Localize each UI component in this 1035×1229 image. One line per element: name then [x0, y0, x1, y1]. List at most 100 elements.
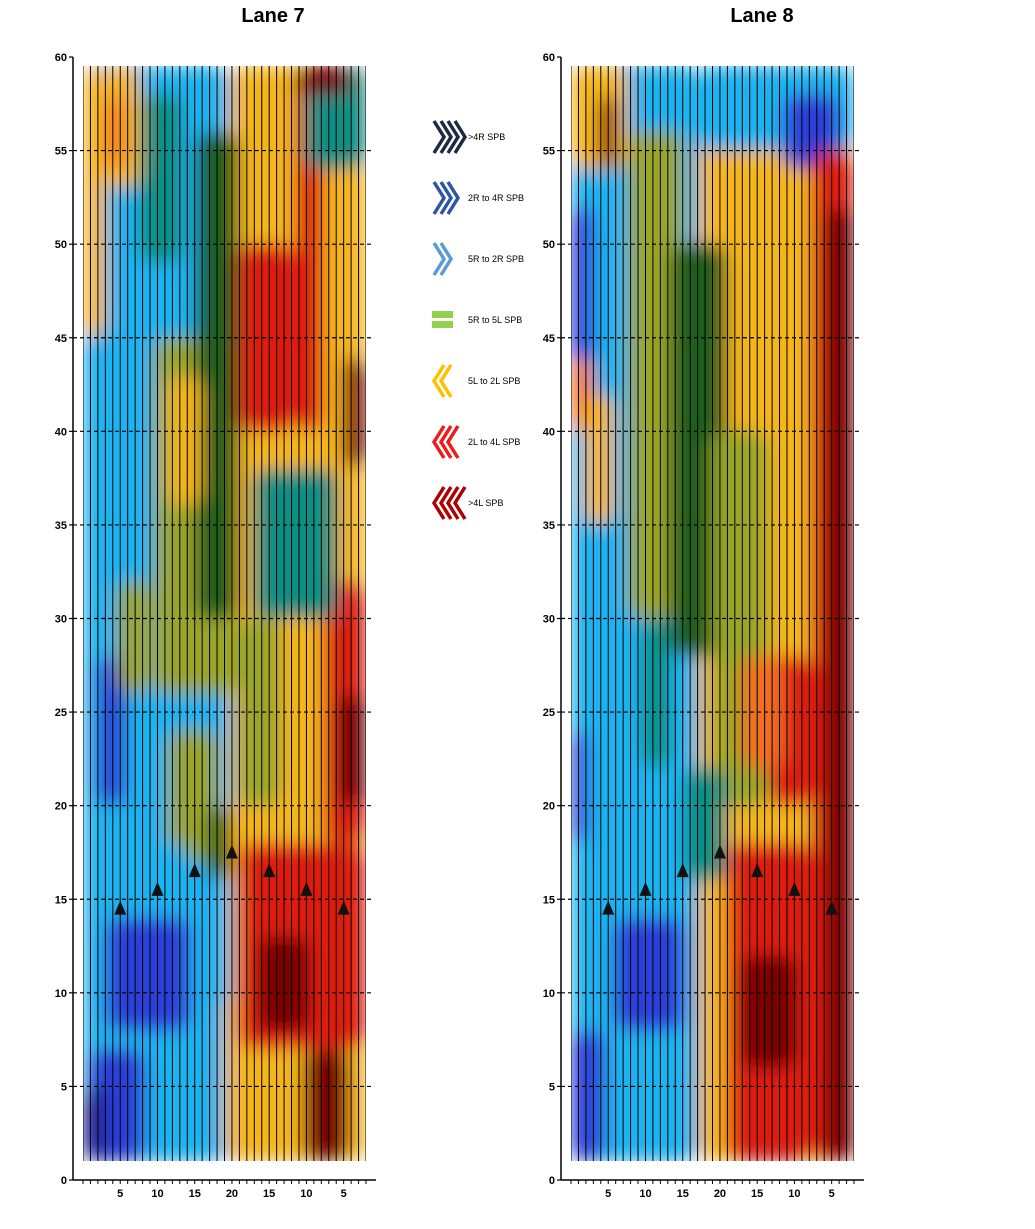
lane7-y-tick-label: 30 — [55, 614, 67, 626]
lane8-color-region — [585, 393, 614, 525]
lane-8-markers — [602, 844, 838, 915]
lane-7-gridlines — [73, 149, 371, 1088]
lane8-color-region — [571, 1030, 605, 1161]
lane7-y-tick-label: 0 — [61, 1175, 67, 1187]
lane7-color-region — [83, 1086, 106, 1161]
lane8-color-region — [740, 655, 784, 769]
lane-8-vertical-lines — [571, 66, 854, 1161]
lane8-triangle-marker — [676, 863, 689, 878]
legend-label: 5L to 2L SPB — [468, 376, 520, 386]
lane7-color-region — [337, 693, 366, 806]
lane7-y-tick-label: 25 — [55, 707, 67, 719]
lane8-x-tick-label: 10 — [788, 1188, 800, 1200]
legend-item: 5R to 5L SPB — [432, 311, 522, 328]
lane7-triangle-marker — [263, 863, 276, 878]
lane8-x-tick-label: 15 — [677, 1188, 689, 1200]
lane8-y-tick-label: 5 — [549, 1081, 555, 1093]
lane8-triangle-marker — [751, 863, 764, 878]
lane7-triangle-marker — [151, 881, 164, 896]
legend-label: 2R to 4R SPB — [468, 193, 524, 203]
legend-label: 2L to 4L SPB — [468, 437, 520, 447]
legend-equals-icon — [432, 311, 453, 328]
lane8-y-tick-label: 15 — [543, 894, 555, 906]
lane7-color-region — [116, 581, 151, 694]
lane7-y-tick-label: 15 — [55, 894, 67, 906]
legend-chevron-left-icon — [431, 486, 467, 520]
legend-chevron-left-icon — [431, 425, 460, 459]
lane8-x-tick-label: 10 — [639, 1188, 651, 1200]
lane7-color-region — [343, 356, 366, 469]
lane-7-title: Lane 7 — [241, 5, 304, 27]
lane8-triangle-marker — [713, 844, 726, 859]
legend-label: 5R to 5L SPB — [468, 315, 522, 325]
lane7-color-region — [97, 655, 126, 806]
lane7-color-region — [238, 618, 282, 806]
lane8-triangle-marker — [639, 881, 652, 896]
lane8-y-tick-label: 45 — [543, 333, 555, 345]
lane8-y-tick-label: 10 — [543, 988, 555, 1000]
lane7-color-region — [167, 730, 219, 862]
lane-7-vertical-lines — [83, 66, 366, 1161]
lane7-x-tick-label: 20 — [226, 1188, 238, 1200]
legend-chevron-right-icon — [432, 120, 468, 154]
lane-7-markers — [114, 844, 350, 915]
lane8-triangle-marker — [602, 900, 615, 915]
lane-8-title: Lane 8 — [730, 5, 793, 27]
legend-label: >4L SPB — [468, 498, 503, 508]
legend-item: 5R to 2R SPB — [432, 242, 524, 276]
lane7-color-region — [238, 244, 296, 432]
lane8-x-tick-label: 15 — [751, 1188, 763, 1200]
lane7-y-tick-label: 45 — [55, 333, 67, 345]
lane-8-axes: 0 5 10 15 20 25 30 35 40 45 50 55 60 5 10 15 20 15 10 5 — [543, 52, 864, 1200]
lane7-color-region — [139, 94, 183, 263]
lane-7-axes: 0 5 10 15 20 25 30 35 40 45 50 55 60 5 10 15 20 15 10 5 — [55, 52, 376, 1200]
legend-label: >4R SPB — [468, 132, 505, 142]
lane8-color-region — [571, 206, 594, 376]
lane8-y-tick-label: 55 — [543, 146, 555, 158]
lane8-y-tick-label: 60 — [543, 52, 555, 64]
lane8-y-tick-label: 20 — [543, 801, 555, 813]
lane8-x-tick-label: 20 — [714, 1188, 726, 1200]
lane-8-chart: Lane 8 0 5 10 15 20 25 30 35 40 45 50 55 60 5 10 15 20 15… — [543, 5, 864, 1200]
lane8-y-tick-label: 40 — [543, 426, 555, 438]
lane8-triangle-marker — [788, 881, 801, 896]
lane-7-chart: Lane 7 0 5 10 15 20 25 30 35 40 45 50 55 60 5 10 15 20 15… — [55, 5, 376, 1200]
lane7-color-region — [145, 843, 191, 918]
lane7-color-region — [105, 917, 191, 1031]
legend: >4R SPB 2R to 4R SPB 5R to 2R SPB 5R to 5L … — [431, 120, 524, 520]
lane7-color-region — [252, 468, 338, 619]
legend-item: >4L SPB — [431, 486, 503, 520]
lane7-x-tick-label: 15 — [263, 1188, 275, 1200]
legend-label: 5R to 2R SPB — [468, 254, 524, 264]
lane8-color-region — [740, 955, 798, 1068]
lane7-color-region — [167, 375, 202, 507]
lane-8-gridlines — [561, 149, 859, 1088]
lane7-x-tick-label: 10 — [151, 1188, 163, 1200]
lane8-y-tick-label: 35 — [543, 520, 555, 532]
lane7-x-tick-label: 5 — [341, 1188, 347, 1200]
lane7-triangle-marker — [225, 844, 238, 859]
legend-chevron-right-icon — [432, 181, 461, 215]
legend-chevron-left-icon — [431, 364, 453, 398]
lane7-color-region — [207, 805, 231, 881]
lane7-y-tick-label: 55 — [55, 146, 67, 158]
lane7-y-tick-label: 5 — [61, 1081, 67, 1093]
legend-item: 5L to 2L SPB — [431, 364, 520, 398]
lane7-triangle-marker — [337, 900, 350, 915]
lane8-x-tick-label: 5 — [829, 1188, 835, 1200]
legend-item: 2R to 4R SPB — [432, 181, 524, 215]
lane8-color-region — [571, 730, 588, 844]
lane7-y-tick-label: 60 — [55, 52, 67, 64]
lane8-color-region — [627, 131, 685, 619]
lane8-color-region — [613, 917, 685, 1031]
lane8-y-tick-label: 50 — [543, 239, 555, 251]
lane8-y-tick-label: 30 — [543, 614, 555, 626]
legend-item: 2L to 4L SPB — [431, 425, 520, 459]
lane7-color-region — [303, 1048, 350, 1161]
lane7-triangle-marker — [300, 881, 313, 896]
lane7-triangle-marker — [114, 900, 127, 915]
lane7-y-tick-label: 35 — [55, 520, 67, 532]
lane7-x-tick-label: 15 — [189, 1188, 201, 1200]
lane7-color-region — [83, 66, 106, 338]
